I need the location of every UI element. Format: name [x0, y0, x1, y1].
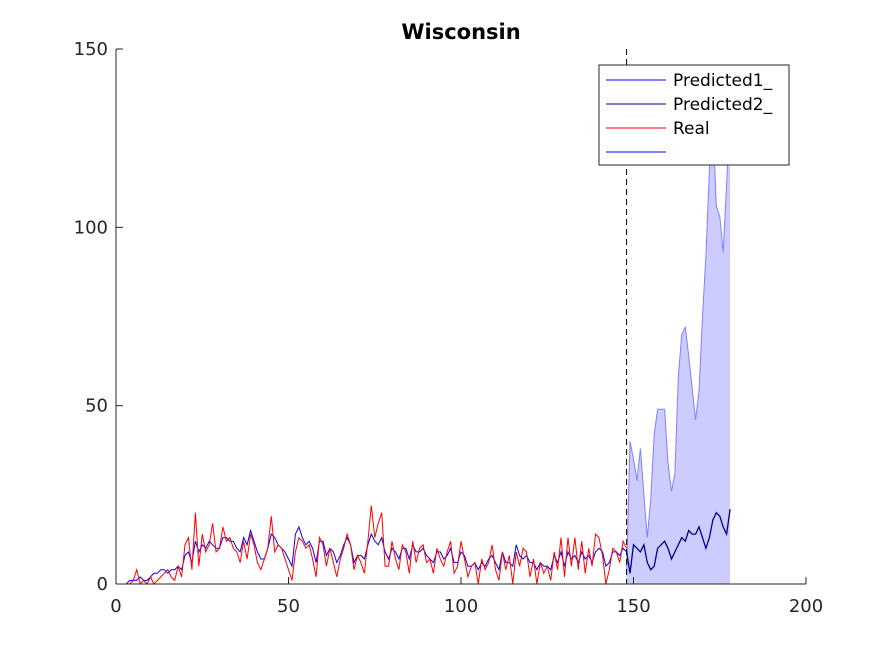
x-ticks: 0 50 100 150 200: [110, 577, 823, 617]
series-line-real: [119, 505, 628, 585]
series-line-predicted1: [119, 525, 627, 585]
y-tick-label: 150: [74, 39, 108, 60]
legend-box: [598, 64, 790, 166]
x-tick-label: 50: [277, 596, 300, 617]
y-ticks: 0 50 100 150: [74, 39, 123, 595]
y-tick-label: 0: [97, 574, 108, 595]
y-tick-label: 100: [74, 217, 108, 238]
prediction-interval-band: [626, 113, 731, 584]
legend-label-predicted2: Predicted2_: [673, 95, 773, 115]
x-tick-label: 0: [110, 596, 121, 617]
plot-area: [119, 113, 731, 585]
x-tick-label: 150: [616, 596, 650, 617]
chart-title: Wisconsin: [401, 20, 520, 44]
legend: Predicted1_ Predicted2_ Real: [598, 64, 790, 166]
axes: 0 50 100 150 200 0 50 100 150: [74, 39, 824, 617]
legend-label-predicted1: Predicted1_: [673, 71, 773, 91]
x-tick-label: 200: [789, 596, 823, 617]
y-tick-label: 50: [85, 396, 108, 417]
series-line-predicted2: [625, 509, 731, 574]
x-tick-label: 100: [444, 596, 478, 617]
legend-label-real: Real: [673, 119, 710, 139]
